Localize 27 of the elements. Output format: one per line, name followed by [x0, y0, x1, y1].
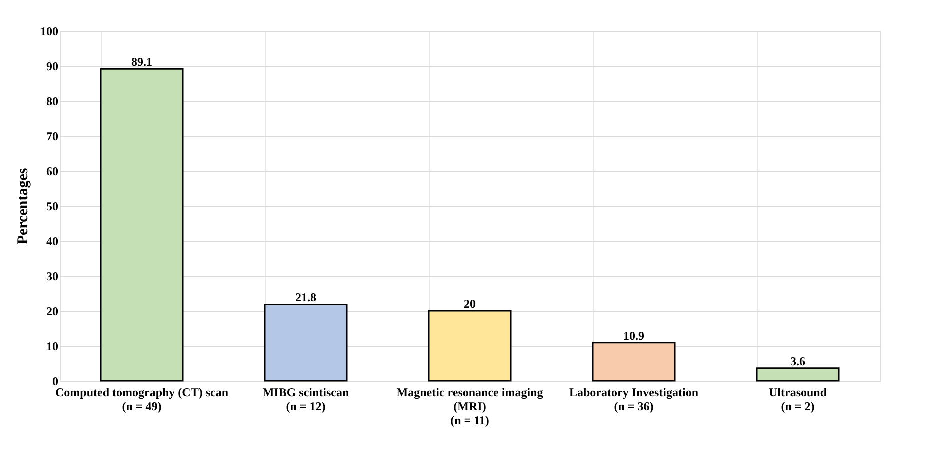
y-tick-label: 10 — [46, 340, 58, 354]
data-label: 89.1 — [132, 55, 152, 70]
bar — [100, 68, 184, 382]
data-label: 21.8 — [296, 290, 316, 305]
bar — [264, 304, 348, 382]
y-tick-label: 50 — [46, 200, 58, 214]
x-tick-label: Laboratory Investigation (n = 36) — [570, 386, 699, 414]
data-label: 20 — [464, 297, 476, 311]
x-tick-label: MIBG scintiscan (n = 12) — [262, 386, 350, 414]
x-tick-label: Ultrasound (n = 2) — [768, 386, 828, 414]
data-label: 10.9 — [624, 328, 644, 343]
bar — [428, 310, 512, 382]
y-axis-title: Percentages — [16, 168, 32, 245]
y-tick-label: 0 — [52, 374, 58, 388]
y-tick-label: 20 — [46, 304, 58, 318]
bar — [592, 342, 676, 382]
y-tick-label: 40 — [46, 234, 58, 248]
x-tick-label: Magnetic resonance imaging (MRI) (n = 11) — [396, 386, 544, 428]
data-label: 3.6 — [790, 354, 806, 368]
y-tick-label: 80 — [46, 94, 58, 108]
bar — [756, 368, 840, 382]
y-tick-label: 60 — [46, 164, 58, 178]
x-tick-label: Computed tomography (CT) scan (n = 49) — [55, 386, 229, 414]
y-tick-label: 100 — [40, 24, 58, 38]
y-tick-label: 90 — [46, 60, 58, 74]
y-tick-label: 70 — [46, 130, 58, 144]
y-tick-label: 30 — [46, 270, 58, 284]
